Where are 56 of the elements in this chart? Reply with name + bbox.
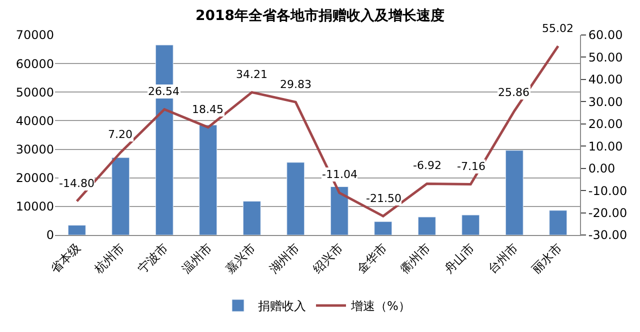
bar	[549, 210, 568, 235]
x-tick-label: 湖州市	[266, 240, 302, 276]
data-label: -11.04	[322, 168, 358, 181]
x-tick-label: 舟山市	[442, 240, 477, 276]
data-label: 18.45	[192, 103, 224, 116]
bar	[505, 150, 524, 235]
bar	[418, 216, 436, 235]
data-label: 25.86	[498, 86, 530, 99]
y2-tick-label: -10.00	[588, 184, 628, 198]
y-tick-label: 60000	[16, 56, 54, 71]
bar	[199, 124, 218, 235]
x-tick-label: 绍兴市	[310, 240, 346, 276]
data-label: 55.02	[542, 22, 574, 35]
bar	[286, 162, 305, 235]
x-tick-label: 嘉兴市	[222, 240, 258, 276]
y-tick-label: 20000	[16, 171, 54, 186]
legend-label: 增速（%）	[350, 299, 410, 314]
data-label: -6.92	[413, 159, 442, 172]
bar	[68, 225, 86, 235]
bar	[242, 201, 261, 235]
x-tick-label: 丽水市	[529, 240, 564, 276]
x-tick-label: 杭州市	[90, 240, 127, 277]
bar	[330, 186, 348, 235]
y-tick-label: 40000	[16, 114, 54, 128]
x-tick-label: 温州市	[179, 240, 214, 276]
bar	[374, 221, 392, 235]
x-tick-label: 衢州市	[398, 240, 434, 276]
x-tick-label: 省本级	[48, 240, 84, 276]
legend-label: 捐赠收入	[258, 299, 306, 314]
x-tick-label: 金华市	[354, 240, 390, 276]
x-tick-label: 宁波市	[135, 240, 171, 276]
y2-tick-label: 20.00	[588, 117, 623, 132]
y-tick-label: 10000	[16, 200, 54, 214]
y2-tick-label: -30.00	[588, 228, 628, 242]
data-label: 7.20	[108, 128, 132, 141]
y-tick-label: 30000	[16, 142, 54, 156]
data-label: -21.50	[366, 192, 402, 205]
y2-tick-label: 30.00	[588, 94, 623, 109]
y-tick-label: 50000	[16, 85, 54, 100]
y2-tick-label: 50.00	[588, 50, 623, 64]
x-tick-label: 台州市	[485, 240, 521, 276]
data-label: -7.16	[457, 160, 486, 173]
data-label: -14.80	[59, 177, 94, 190]
bar	[462, 214, 480, 235]
y2-tick-label: 10.00	[588, 139, 623, 154]
data-label: 26.54	[148, 85, 180, 98]
bar	[112, 157, 130, 235]
data-label: 29.83	[280, 78, 312, 91]
y-tick-label: 0	[46, 228, 54, 242]
y-tick-label: 70000	[16, 28, 54, 42]
y2-tick-label: -20.00	[588, 206, 628, 220]
y2-tick-label: 60.00	[588, 28, 623, 42]
data-label: 34.21	[236, 68, 268, 81]
y2-tick-label: 40.00	[588, 72, 623, 87]
y2-tick-label: 0.00	[588, 162, 616, 176]
chart-title: 2018年全省各地市捐赠收入及增长速度	[196, 6, 444, 24]
